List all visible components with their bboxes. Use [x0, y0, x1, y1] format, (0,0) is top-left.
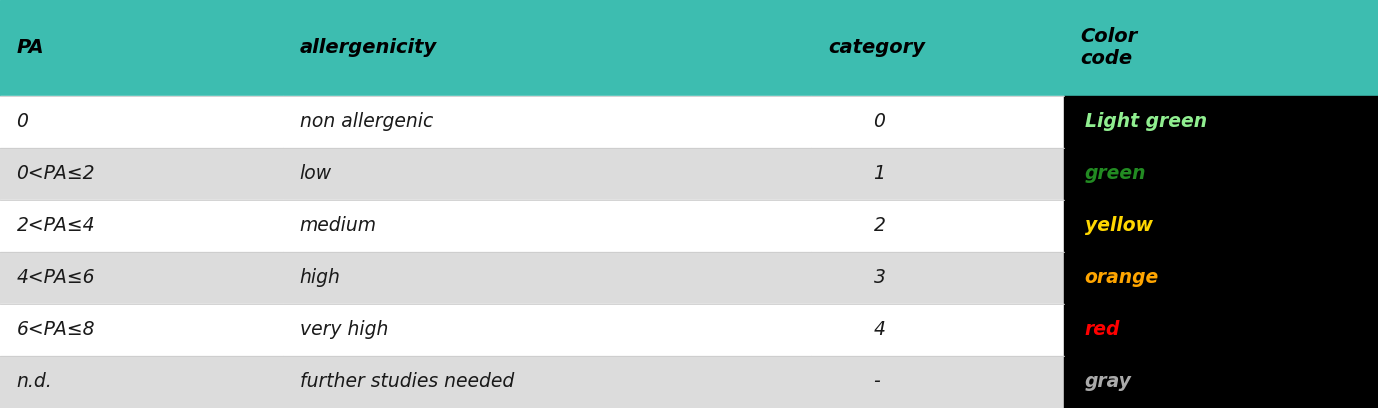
Text: 2: 2 [874, 216, 886, 235]
Text: green: green [1084, 164, 1146, 184]
Text: yellow: yellow [1084, 216, 1153, 235]
Text: 6<PA≤8: 6<PA≤8 [17, 320, 95, 339]
Text: -: - [874, 373, 881, 392]
Text: 0<PA≤2: 0<PA≤2 [17, 164, 95, 184]
Bar [812, 0, 1064, 96]
Text: 2<PA≤4: 2<PA≤4 [17, 216, 95, 235]
Text: 4<PA≤6: 4<PA≤6 [17, 268, 95, 288]
Bar [284, 0, 812, 96]
Text: 0: 0 [17, 112, 29, 131]
Bar [0, 304, 284, 356]
Text: further studies needed: further studies needed [300, 373, 514, 392]
Bar [0, 0, 284, 96]
Text: medium: medium [300, 216, 376, 235]
Text: allergenicity: allergenicity [300, 38, 437, 58]
Text: 4: 4 [874, 320, 886, 339]
Bar [284, 356, 812, 408]
Text: 1: 1 [874, 164, 886, 184]
Bar [1064, 148, 1378, 200]
Bar [812, 304, 1064, 356]
Bar [284, 200, 812, 252]
Text: 0: 0 [874, 112, 886, 131]
Bar [284, 304, 812, 356]
Text: very high: very high [300, 320, 389, 339]
Bar [284, 252, 812, 304]
Bar [1064, 252, 1378, 304]
Bar [284, 148, 812, 200]
Bar [812, 252, 1064, 304]
Text: high: high [300, 268, 340, 288]
Bar [1064, 96, 1378, 148]
Text: gray: gray [1084, 373, 1131, 392]
Text: Color
code: Color code [1080, 27, 1138, 69]
Bar [812, 356, 1064, 408]
Bar [284, 96, 812, 148]
Bar [812, 200, 1064, 252]
Text: n.d.: n.d. [17, 373, 52, 392]
Text: low: low [300, 164, 332, 184]
Bar [0, 200, 284, 252]
Text: 3: 3 [874, 268, 886, 288]
Bar [0, 252, 284, 304]
Text: red: red [1084, 320, 1120, 339]
Bar [0, 356, 284, 408]
Text: non allergenic: non allergenic [300, 112, 433, 131]
Text: category: category [828, 38, 925, 58]
Text: Light green: Light green [1084, 112, 1207, 131]
Bar [0, 96, 284, 148]
Bar [812, 96, 1064, 148]
Bar [1064, 304, 1378, 356]
Bar [1064, 0, 1378, 96]
Bar [1064, 356, 1378, 408]
Bar [812, 148, 1064, 200]
Bar [1064, 200, 1378, 252]
Bar [0, 148, 284, 200]
Text: PA: PA [17, 38, 44, 58]
Text: orange: orange [1084, 268, 1159, 288]
